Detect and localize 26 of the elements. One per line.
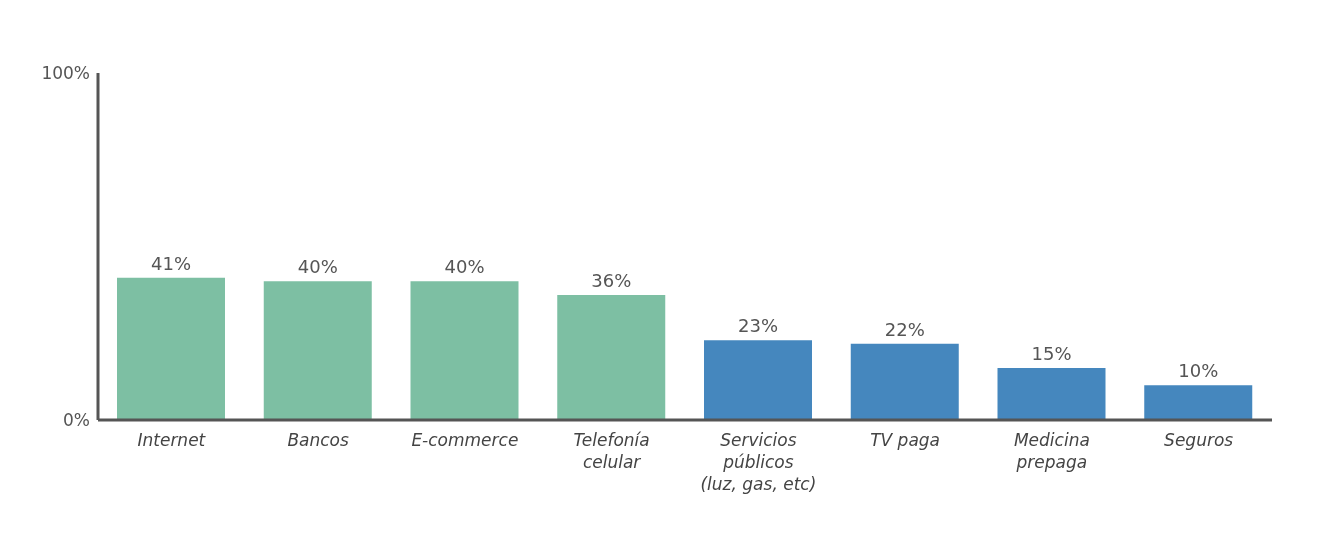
data-label: 22% — [884, 318, 925, 340]
data-label: 10% — [1178, 360, 1219, 382]
x-tick-label: Medicina prepaga — [1013, 430, 1090, 472]
data-label: 40% — [297, 256, 338, 278]
data-label: 23% — [737, 315, 779, 337]
bar — [1144, 385, 1253, 420]
bar — [410, 281, 519, 420]
bar — [850, 343, 959, 420]
y-tick-label: 100% — [41, 63, 90, 84]
bar — [263, 281, 372, 420]
bar — [557, 295, 666, 420]
data-label: 40% — [444, 256, 485, 278]
bar — [997, 367, 1106, 420]
data-label: 15% — [1031, 342, 1072, 364]
data-label: 41% — [150, 252, 192, 274]
x-tick-label: E-commerce — [411, 430, 519, 450]
x-tick-label: TV paga — [870, 430, 941, 450]
x-tick-label: Bancos — [287, 430, 349, 450]
x-tick-label: Internet — [137, 430, 207, 450]
data-label: 36% — [591, 270, 632, 292]
bar — [117, 277, 225, 420]
x-tick-label: Servicios públicos (luz, gas, etc) — [700, 430, 817, 494]
y-tick-label: 0% — [63, 410, 90, 431]
x-tick-label: Seguros — [1164, 430, 1234, 450]
bar — [704, 340, 812, 420]
x-tick-label: Telefonía celular — [573, 430, 650, 472]
